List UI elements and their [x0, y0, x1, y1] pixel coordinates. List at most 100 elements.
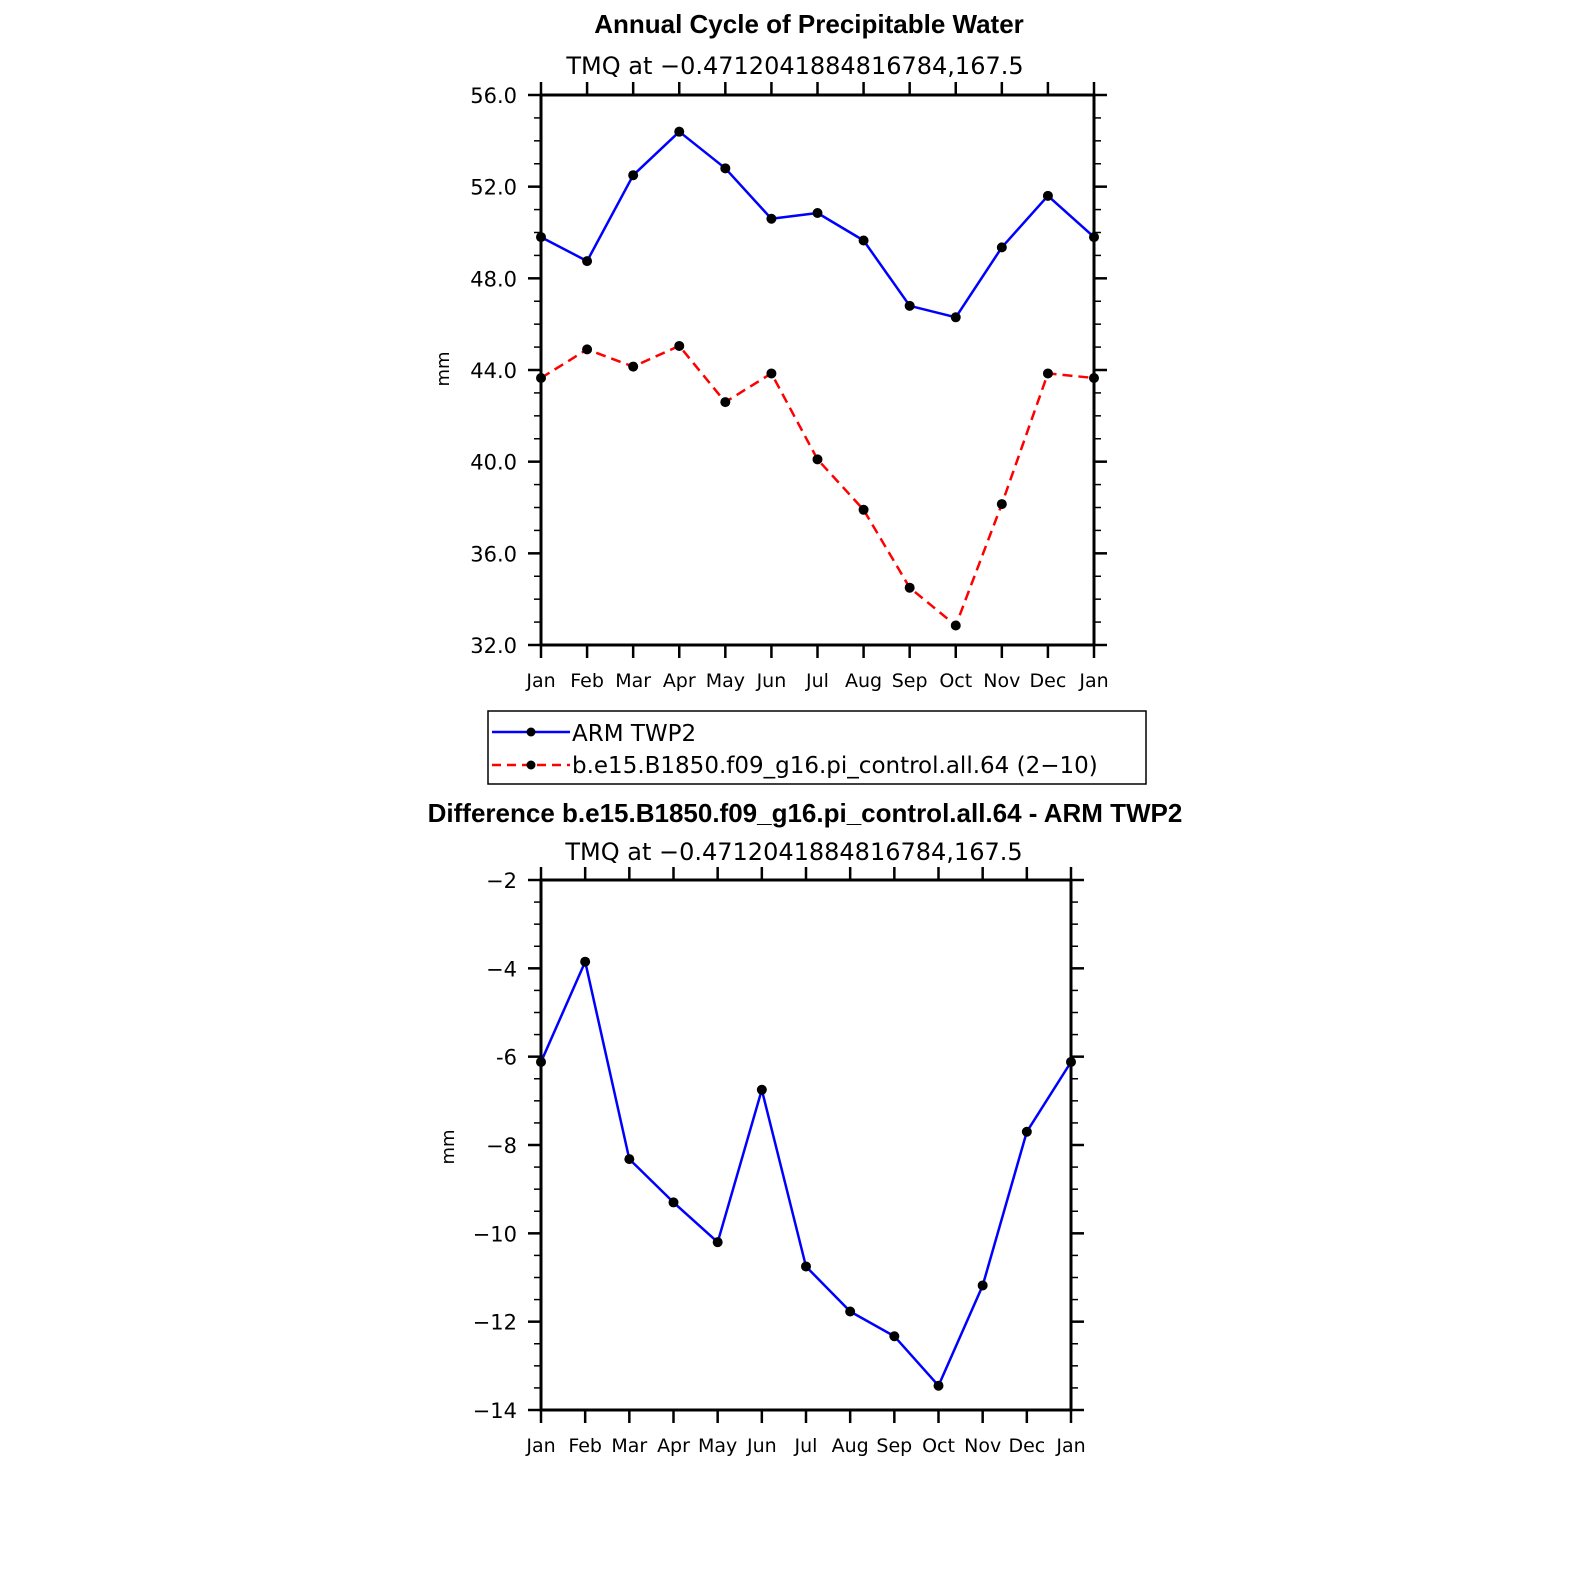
data-point [756, 1084, 767, 1095]
x-tick-label: Oct [939, 670, 972, 692]
data-point [812, 454, 823, 465]
data-point [766, 213, 777, 224]
data-point [766, 368, 777, 379]
data-point [720, 163, 731, 174]
y-tick-label: −12 [473, 1311, 517, 1335]
x-tick-label: Feb [568, 1435, 602, 1457]
difference-chart: Difference b.e15.B1850.f09_g16.pi_contro… [428, 798, 1183, 1457]
y-tick-label: 36.0 [470, 542, 517, 566]
data-point [582, 344, 593, 355]
annual-cycle-chart: Annual Cycle of Precipitable Water TMQ a… [433, 9, 1109, 692]
data-point [858, 504, 869, 515]
data-point [977, 1280, 988, 1291]
legend: ARM TWP2 b.e15.B1850.f09_g16.pi_control.… [487, 710, 1147, 785]
x-tick-label: May [698, 1435, 737, 1457]
plot-frame [539, 878, 1073, 1412]
x-tick-label: Feb [570, 670, 604, 692]
data-point [845, 1306, 856, 1317]
data-point [950, 620, 961, 631]
data-point [904, 300, 915, 311]
y-tick-label: 32.0 [470, 634, 517, 658]
x-tick-label: Dec [1008, 1435, 1045, 1457]
x-tick-label: Sep [876, 1435, 912, 1457]
y-tick-label: −2 [486, 869, 517, 893]
chart-subtitle: TMQ at −0.4712041884816784,167.5 [564, 838, 1022, 866]
data-point [904, 582, 915, 593]
legend-entry-arm-twp2: ARM TWP2 [492, 721, 696, 747]
data-point [858, 235, 869, 246]
data-point [950, 312, 961, 323]
data-point [674, 340, 685, 351]
x-tick-label: Apr [663, 670, 696, 692]
y-axis-label: mm [438, 1129, 459, 1164]
series-line-1 [540, 344, 1095, 627]
data-point [668, 1197, 679, 1208]
x-tick-label: Dec [1030, 670, 1067, 692]
x-tick-label: Oct [922, 1435, 955, 1457]
x-tick-label: Nov [983, 670, 1020, 692]
x-tick-label: May [706, 670, 745, 692]
y-ticks: −14 −12 −10 −8 -6 −4 −2 [473, 869, 1084, 1423]
x-tick-label: Mar [615, 670, 651, 692]
data-point [801, 1261, 811, 1272]
data-point [996, 242, 1007, 253]
legend-marker-model [526, 760, 536, 770]
legend-box [487, 710, 1147, 785]
legend-entry-model: b.e15.B1850.f09_g16.pi_control.all.64 (2… [492, 753, 1098, 779]
y-tick-label: 44.0 [470, 359, 517, 383]
chart-title: Annual Cycle of Precipitable Water [594, 9, 1024, 39]
legend-marker-arm-twp2 [526, 727, 536, 737]
y-tick-label: −10 [473, 1222, 517, 1246]
data-point [580, 956, 591, 967]
data-point [1021, 1126, 1032, 1137]
x-tick-label: Aug [845, 670, 882, 692]
data-point [624, 1154, 635, 1165]
data-point [996, 499, 1007, 510]
series-line-0 [540, 130, 1095, 319]
data-point [812, 208, 823, 219]
data-point [933, 1380, 944, 1391]
series-layer [536, 126, 1099, 631]
x-tick-label: Nov [964, 1435, 1001, 1457]
x-tick-label: Jun [756, 670, 787, 692]
data-point [628, 170, 639, 181]
data-point [720, 397, 731, 408]
data-point [712, 1237, 723, 1248]
data-point [582, 256, 593, 267]
x-tick-label: Sep [892, 670, 928, 692]
legend-label-arm-twp2: ARM TWP2 [572, 721, 696, 747]
x-tick-label: Jan [1055, 1435, 1085, 1457]
x-tick-label: Jun [746, 1435, 777, 1457]
x-tick-label: Aug [832, 1435, 869, 1457]
x-tick-label: Mar [611, 1435, 647, 1457]
x-tick-label: Jan [525, 670, 555, 692]
chart-subtitle: TMQ at −0.4712041884816784,167.5 [565, 52, 1023, 80]
x-tick-label: Jul [805, 670, 829, 692]
y-tick-label: 40.0 [470, 451, 517, 475]
plot-frame [539, 93, 1096, 647]
x-ticks: Jan Feb Mar Apr May Jun Jul Aug Sep Oct Nov Dec Jan [525, 867, 1086, 1457]
data-point [1042, 368, 1053, 379]
y-tick-label: -6 [496, 1046, 517, 1070]
data-point [889, 1331, 900, 1342]
data-point [628, 361, 639, 372]
y-tick-label: 48.0 [470, 267, 517, 291]
y-tick-label: −4 [486, 957, 517, 981]
y-tick-label: 56.0 [470, 84, 517, 108]
y-tick-label: 52.0 [470, 176, 517, 200]
x-tick-label: Jul [794, 1435, 818, 1457]
series-line-0 [539, 960, 1073, 1387]
series-layer [536, 956, 1076, 1391]
x-tick-label: Apr [657, 1435, 690, 1457]
chart-title: Difference b.e15.B1850.f09_g16.pi_contro… [428, 798, 1183, 828]
legend-label-model: b.e15.B1850.f09_g16.pi_control.all.64 (2… [572, 753, 1098, 779]
y-tick-label: −8 [486, 1134, 517, 1158]
y-ticks: 32.0 36.0 40.0 44.0 48.0 52.0 56.0 [470, 84, 1107, 658]
y-tick-label: −14 [473, 1399, 517, 1423]
x-tick-label: Jan [1078, 670, 1108, 692]
y-axis-label: mm [433, 351, 454, 386]
data-point [1042, 190, 1053, 201]
x-ticks: Jan Feb Mar Apr May Jun Jul Aug Sep Oct Nov Dec Jan [525, 82, 1109, 692]
x-tick-label: Jan [525, 1435, 555, 1457]
